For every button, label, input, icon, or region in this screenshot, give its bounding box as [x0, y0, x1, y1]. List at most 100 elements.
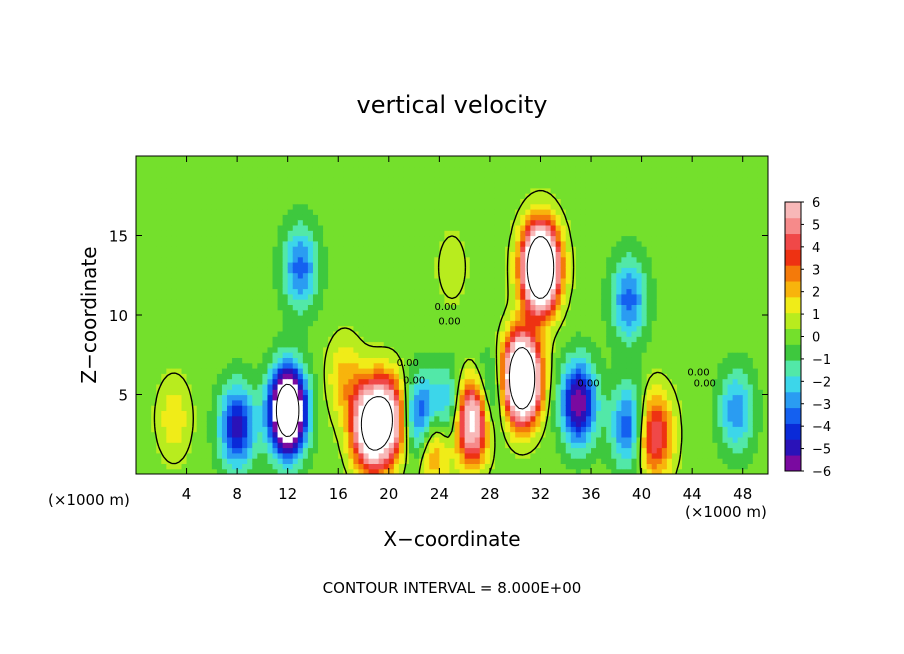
heatmap-cell — [232, 468, 238, 474]
heatmap-cell — [414, 394, 420, 401]
heatmap-cell — [318, 293, 324, 300]
heatmap-cell — [176, 399, 183, 406]
heatmap-cell — [297, 415, 304, 422]
heatmap-cell — [216, 357, 223, 364]
heatmap-cell — [242, 182, 248, 189]
heatmap-cell — [252, 463, 258, 470]
heatmap-cell — [530, 368, 537, 374]
heatmap-cell — [353, 219, 360, 226]
heatmap-cell — [211, 362, 218, 369]
heatmap-cell — [196, 410, 203, 417]
heatmap-cell — [464, 171, 471, 178]
heatmap-cell — [429, 468, 435, 474]
heatmap-cell — [146, 373, 152, 380]
heatmap-cell — [373, 452, 380, 459]
heatmap-cell — [323, 283, 329, 290]
heatmap-cell — [424, 410, 430, 417]
heatmap-cell — [439, 156, 446, 162]
heatmap-cell — [232, 415, 238, 422]
heatmap-cell — [348, 410, 355, 417]
heatmap-cell — [232, 283, 238, 290]
heatmap-cell — [500, 219, 506, 226]
heatmap-cell — [297, 262, 304, 268]
heatmap-cell — [211, 209, 218, 215]
heatmap-cell — [454, 373, 461, 380]
heatmap-cell — [292, 378, 299, 385]
heatmap-cell — [216, 177, 223, 184]
heatmap-cell — [141, 203, 147, 210]
heatmap-cell — [464, 405, 471, 411]
heatmap-cell — [398, 447, 405, 454]
heatmap-cell — [505, 203, 511, 210]
heatmap-cell — [201, 182, 208, 189]
heatmap-cell — [171, 246, 178, 252]
heatmap-cell — [191, 240, 198, 247]
heatmap-cell — [323, 399, 329, 406]
heatmap-cell — [257, 405, 263, 411]
heatmap-cell — [333, 357, 339, 364]
heatmap-cell — [323, 436, 329, 443]
heatmap-cell — [176, 383, 183, 390]
heatmap-cell — [505, 458, 511, 464]
heatmap-cell — [333, 330, 339, 337]
heatmap-cell — [161, 288, 167, 295]
heatmap-cell — [434, 293, 440, 300]
heatmap-cell — [343, 161, 349, 168]
heatmap-cell — [328, 394, 334, 401]
heatmap-cell — [358, 161, 365, 168]
heatmap-cell — [302, 203, 309, 210]
heatmap-cell — [439, 410, 446, 417]
heatmap-cell — [530, 336, 537, 343]
heatmap-cell — [166, 267, 172, 274]
heatmap-cell — [287, 421, 294, 427]
heatmap-cell — [323, 421, 329, 427]
heatmap-cell — [424, 368, 430, 374]
heatmap-cell — [186, 161, 193, 168]
heatmap-cell — [550, 458, 557, 464]
heatmap-cell — [252, 383, 258, 390]
heatmap-cell — [439, 378, 446, 385]
heatmap-cell — [156, 283, 162, 290]
heatmap-cell — [201, 224, 208, 231]
heatmap-cell — [419, 187, 425, 194]
heatmap-cell — [282, 309, 289, 316]
heatmap-cell — [358, 378, 365, 385]
heatmap-cell — [484, 415, 491, 422]
heatmap-cell — [373, 166, 380, 173]
heatmap-cell — [449, 246, 456, 252]
heatmap-cell — [368, 299, 375, 305]
heatmap-cell — [474, 299, 481, 305]
heatmap-cell — [494, 463, 501, 470]
heatmap-cell — [151, 182, 157, 189]
heatmap-cell — [257, 330, 263, 337]
heatmap-cell — [373, 198, 380, 205]
heatmap-cell — [383, 161, 390, 168]
heatmap-cell — [555, 463, 562, 470]
heatmap-cell — [227, 166, 233, 173]
heatmap-cell — [363, 426, 370, 433]
heatmap-cell — [338, 399, 344, 406]
heatmap-cell — [338, 272, 344, 279]
heatmap-cell — [151, 193, 157, 199]
heatmap-cell — [550, 246, 557, 252]
heatmap-cell — [429, 277, 435, 284]
heatmap-cell — [297, 177, 304, 184]
heatmap-cell — [211, 166, 218, 173]
heatmap-cell — [201, 399, 208, 406]
heatmap-cell — [297, 410, 304, 417]
heatmap-cell — [146, 378, 152, 385]
heatmap-cell — [393, 182, 400, 189]
heatmap-cell — [479, 352, 486, 358]
heatmap-cell — [398, 198, 405, 205]
heatmap-cell — [535, 171, 542, 178]
heatmap-cell — [368, 240, 375, 247]
heatmap-cell — [439, 177, 446, 184]
heatmap-cell — [388, 193, 395, 199]
heatmap-cell — [494, 187, 501, 194]
heatmap-cell — [409, 357, 415, 364]
heatmap-cell — [307, 394, 314, 401]
heatmap-cell — [338, 463, 344, 470]
heatmap-cell — [211, 341, 218, 348]
heatmap-cell — [398, 209, 405, 215]
heatmap-cell — [307, 436, 314, 443]
